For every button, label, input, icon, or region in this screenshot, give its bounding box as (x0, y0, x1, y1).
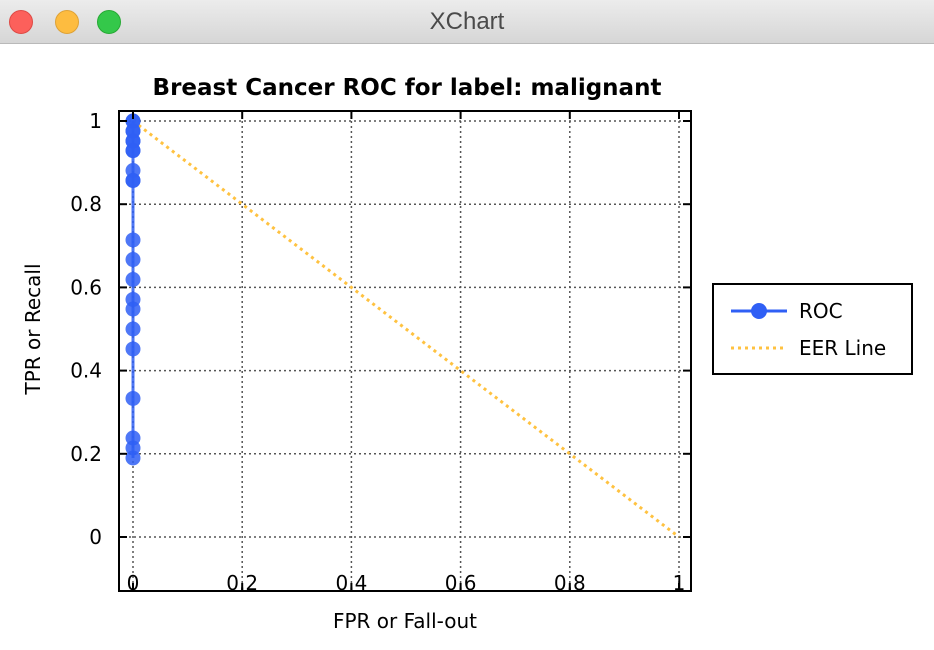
plot-area-border (118, 110, 692, 592)
roc-chart: Breast Cancer ROC for label: malignant 0… (21, 75, 913, 633)
window-title: XChart (429, 8, 505, 35)
series-eer-line (132, 119, 680, 539)
roc-point (125, 341, 141, 357)
legend-eer-label: EER Line (799, 336, 886, 360)
legend-box (712, 283, 913, 375)
eer-line (132, 119, 680, 539)
roc-point (125, 321, 141, 337)
chart-title: Breast Cancer ROC for label: malignant (153, 75, 662, 101)
grid-lines (119, 111, 691, 591)
zoom-window-button[interactable] (97, 10, 121, 34)
y-tick-label: 1 (89, 109, 102, 133)
y-tick-label: 0.6 (70, 275, 102, 299)
x-axis-label: FPR or Fall-out (333, 609, 477, 633)
x-tick-label: 0.2 (226, 571, 258, 595)
roc-point (125, 113, 141, 129)
minimize-window-button[interactable] (55, 10, 79, 34)
series-roc (125, 113, 141, 466)
roc-point (125, 232, 141, 248)
x-tick-label: 0.6 (445, 571, 477, 595)
y-tick-label: 0 (89, 525, 102, 549)
legend-roc-label: ROC (799, 299, 843, 323)
y-tick-label: 0.2 (70, 442, 102, 466)
y-tick-label: 0.4 (70, 359, 102, 383)
roc-point (125, 271, 141, 287)
close-window-button[interactable] (9, 10, 33, 34)
axis-ticks: 0 0.2 0.4 0.6 0.8 1 0 0.2 0.4 0.6 0.8 1 (70, 109, 691, 595)
roc-point (125, 430, 141, 446)
y-tick-label: 0.8 (70, 192, 102, 216)
y-axis-label: TPR or Recall (21, 263, 45, 395)
x-tick-label: 1 (673, 571, 686, 595)
roc-point (125, 172, 141, 188)
roc-point (125, 390, 141, 406)
legend: ROC EER Line (712, 283, 913, 375)
x-tick-label: 0.8 (554, 571, 586, 595)
roc-point (125, 252, 141, 268)
window-titlebar: XChart (0, 0, 934, 44)
x-tick-label: 0.4 (335, 571, 367, 595)
legend-roc-marker (751, 303, 767, 319)
roc-point (125, 291, 141, 307)
roc-point (125, 143, 141, 159)
x-tick-label: 0 (127, 571, 140, 595)
